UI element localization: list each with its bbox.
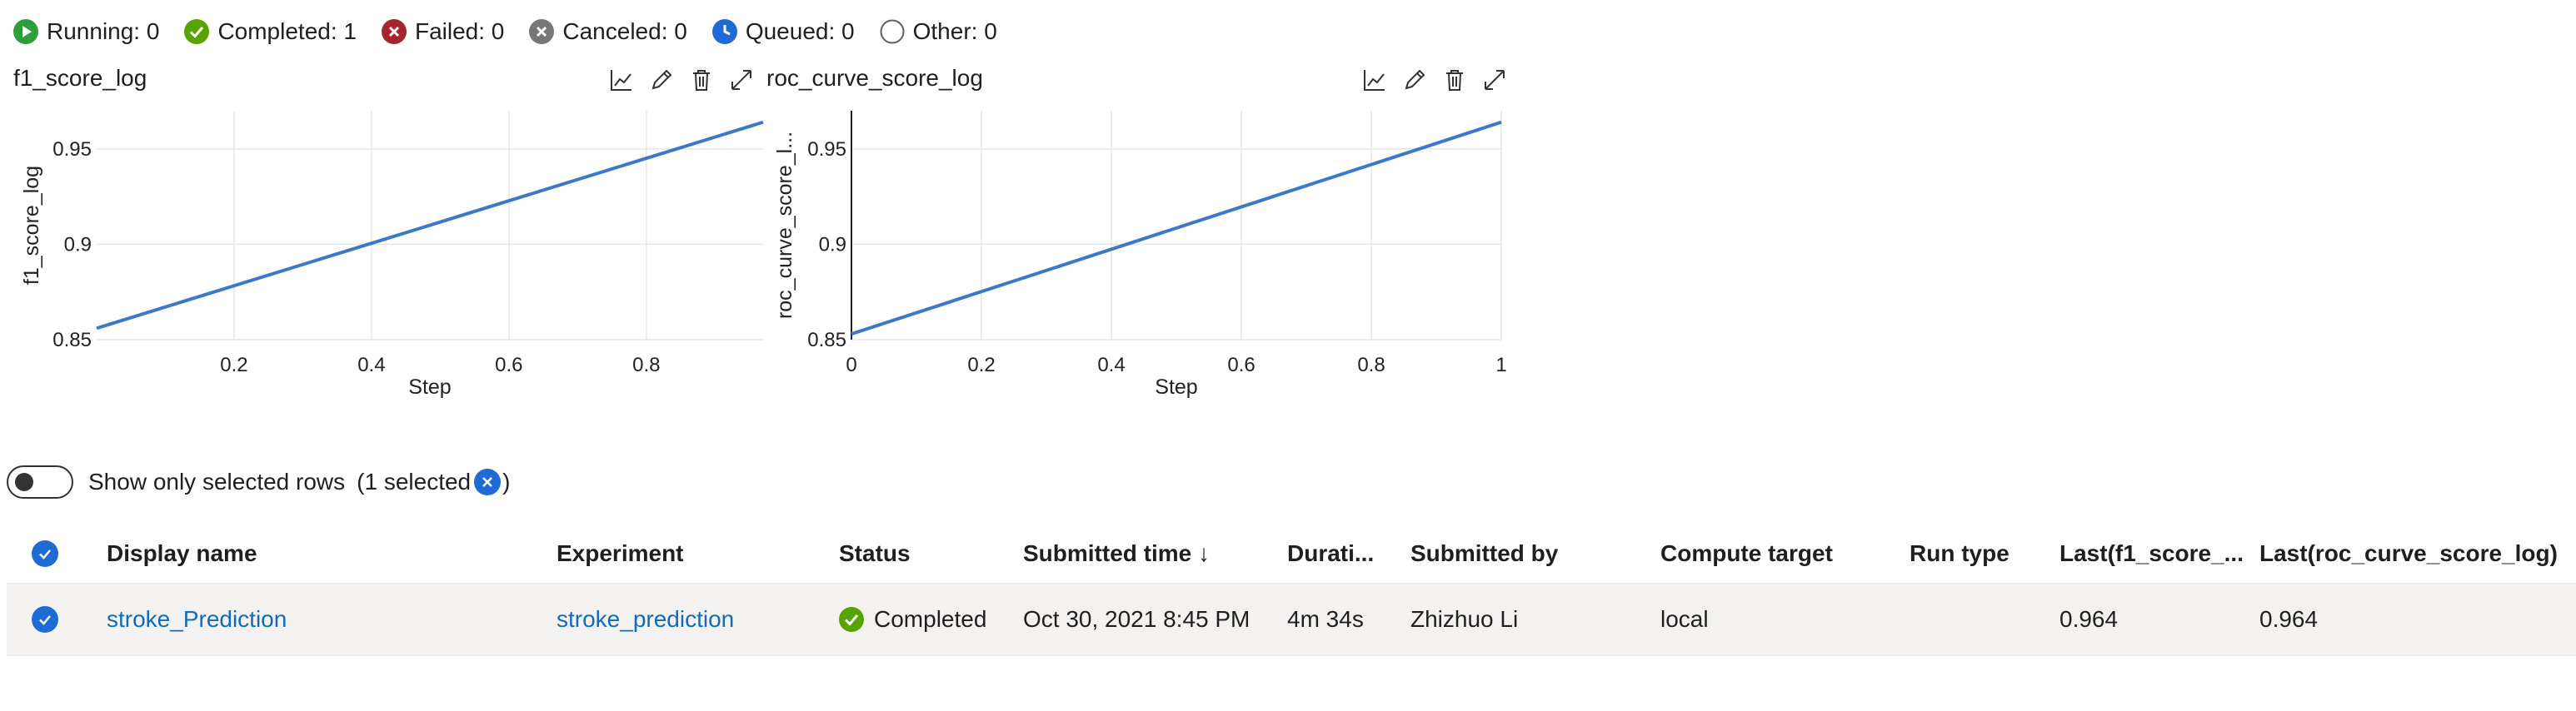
run-display-name-link[interactable]: stroke_Prediction: [107, 606, 287, 632]
toggle-label: Show only selected rows: [88, 469, 346, 495]
run-status: Completed: [839, 584, 986, 655]
series-line: [851, 120, 1502, 336]
column-header-experiment[interactable]: Experiment: [557, 540, 684, 566]
status-running[interactable]: Running: 0: [13, 18, 159, 45]
column-header-run-type[interactable]: Run type: [1910, 540, 2009, 566]
status-completed-label: Completed: 1: [217, 18, 357, 44]
selected-rows-filter: Show only selected rows (1 selected ): [7, 463, 510, 501]
error-circle-icon: [381, 19, 407, 44]
status-canceled[interactable]: Canceled: 0: [529, 18, 687, 45]
status-failed[interactable]: Failed: 0: [381, 18, 505, 45]
y-tick-label: 0.9: [819, 233, 846, 256]
y-axis-label: f1_score_log: [20, 166, 43, 285]
y-tick-label: 0.9: [64, 233, 92, 256]
x-axis-label: Step: [408, 375, 451, 399]
duration: 4m 34s: [1287, 606, 1364, 632]
column-header-last-f1[interactable]: Last(f1_score_...: [2059, 540, 2244, 566]
status-queued[interactable]: Queued: 0: [711, 18, 855, 45]
checkmark-icon: [32, 540, 58, 567]
select-all-checkbox[interactable]: [32, 525, 58, 583]
clear-selection-icon[interactable]: [474, 469, 502, 495]
column-header-submitted-time[interactable]: Submitted time ↓: [1023, 540, 1211, 566]
compute-target: local: [1660, 606, 1709, 632]
show-selected-toggle[interactable]: [7, 465, 73, 499]
play-circle-icon: [13, 19, 38, 44]
column-header-submitted-by[interactable]: Submitted by: [1410, 540, 1559, 566]
chart-card-roc: roc_curve_score_log 0 0.2 0.4 0.6 0.8 1 0.85 0.…: [766, 65, 1516, 415]
last-roc-score: 0.964: [2259, 606, 2319, 632]
y-tick-label: 0.85: [52, 329, 92, 351]
expand-icon[interactable]: [1480, 65, 1510, 95]
status-queued-label: Queued: 0: [745, 18, 855, 44]
x-tick-label: 0.6: [495, 354, 522, 376]
chart-title: f1_score_log: [13, 65, 147, 91]
selected-count-close: ): [502, 469, 511, 495]
edit-pencil-icon[interactable]: [646, 65, 676, 95]
status-running-label: Running: 0: [47, 18, 160, 44]
delete-trash-icon[interactable]: [1440, 65, 1470, 95]
column-header-status[interactable]: Status: [839, 540, 911, 566]
chart-toolbar: [1350, 65, 1510, 95]
y-tick-label: 0.95: [52, 138, 92, 161]
status-failed-label: Failed: 0: [414, 18, 505, 44]
column-header-duration[interactable]: Durati...: [1287, 540, 1375, 566]
expand-icon[interactable]: [726, 65, 756, 95]
submitted-time: Oct 30, 2021 8:45 PM: [1023, 606, 1251, 632]
x-tick-label: 0.4: [357, 354, 385, 376]
column-header-display-name[interactable]: Display name: [107, 540, 257, 566]
chart-card-f1: f1_score_log 0.2 0.4 0.6 0.8 0.85 0.9 0.95 Step…: [13, 65, 764, 415]
x-tick-label: 1: [1495, 354, 1506, 376]
chart-toolbar: [597, 65, 756, 95]
x-tick-label: 0.4: [1097, 354, 1125, 376]
y-axis-label: roc_curve_score_l...: [773, 132, 796, 319]
row-select-checkbox[interactable]: [32, 584, 58, 655]
status-canceled-label: Canceled: 0: [562, 18, 687, 44]
clock-circle-icon: [711, 19, 737, 44]
checkmark-icon: [32, 606, 58, 633]
status-other-label: Other: 0: [912, 18, 997, 44]
submitted-by: Zhizhuo Li: [1410, 606, 1519, 632]
last-f1-score: 0.964: [2059, 606, 2119, 632]
table-row[interactable]: stroke_Prediction stroke_prediction Comp…: [7, 583, 2576, 656]
x-tick-label: 0.8: [632, 354, 660, 376]
x-tick-label: 0.2: [220, 354, 247, 376]
selected-count: (1 selected: [357, 469, 472, 495]
run-status-summary: Running: 0 Completed: 1 Failed: 0 Cancel…: [13, 15, 1022, 48]
runs-table: Display name Experiment Status Submitted…: [7, 525, 2576, 656]
empty-circle-icon: [880, 19, 905, 44]
status-completed[interactable]: Completed: 1: [184, 18, 357, 45]
roc-score-line-chart: 0 0.2 0.4 0.6 0.8 1 0.85 0.9 0.95 Step roc_curve_s…: [773, 111, 1507, 399]
chart-title: roc_curve_score_log: [766, 65, 983, 91]
table-header: Display name Experiment Status Submitted…: [7, 525, 2576, 583]
delete-trash-icon[interactable]: [686, 65, 716, 95]
experiment-link[interactable]: stroke_prediction: [557, 606, 735, 632]
series-line: [96, 120, 764, 331]
check-circle-icon: [839, 607, 864, 632]
column-header-compute-target[interactable]: Compute target: [1660, 540, 1833, 566]
line-chart-icon[interactable]: [1360, 65, 1390, 95]
check-circle-icon: [184, 19, 210, 44]
y-tick-label: 0.85: [807, 329, 846, 351]
y-tick-label: 0.95: [807, 138, 846, 161]
x-axis-label: Step: [1155, 375, 1197, 399]
x-tick-label: 0: [846, 354, 856, 376]
f1-score-line-chart: 0.2 0.4 0.6 0.8 0.85 0.9 0.95 Step f1_score_log: [20, 111, 764, 399]
cancel-circle-icon: [529, 19, 555, 44]
column-header-last-roc[interactable]: Last(roc_curve_score_log): [2259, 540, 2558, 566]
toggle-knob: [15, 473, 33, 491]
x-tick-label: 0.2: [967, 354, 995, 376]
status-other[interactable]: Other: 0: [880, 18, 997, 45]
edit-pencil-icon[interactable]: [1400, 65, 1430, 95]
line-chart-icon[interactable]: [607, 65, 637, 95]
x-tick-label: 0.8: [1357, 354, 1385, 376]
run-status-label: Completed: [874, 606, 987, 632]
x-tick-label: 0.6: [1227, 354, 1255, 376]
